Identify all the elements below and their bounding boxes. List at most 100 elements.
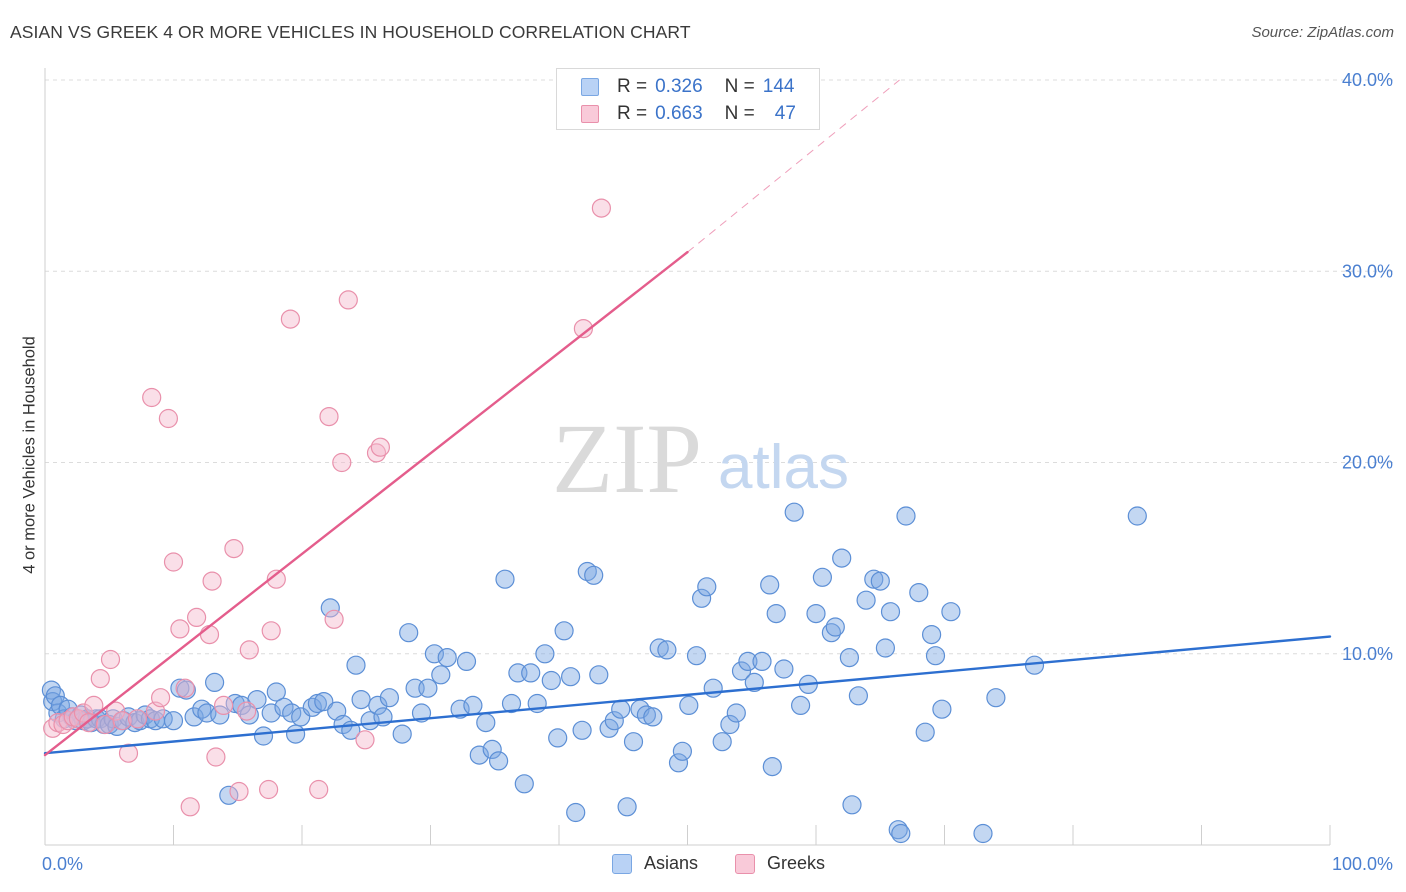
point-greeks <box>591 198 612 218</box>
point-asians <box>476 712 496 733</box>
point-asians <box>691 588 712 608</box>
point-greeks <box>175 678 195 698</box>
point-greeks <box>214 695 234 716</box>
legend-n-value: 47 <box>774 103 796 124</box>
point-asians <box>286 724 306 744</box>
point-greeks <box>112 711 132 731</box>
point-greeks <box>206 747 226 767</box>
point-asians <box>703 678 723 698</box>
point-asians <box>712 732 732 752</box>
axes <box>44 68 1331 846</box>
point-asians <box>848 686 869 706</box>
point-asians <box>572 720 592 740</box>
point-asians <box>482 739 502 760</box>
point-asians <box>875 638 896 658</box>
point-greeks <box>100 649 121 670</box>
point-asians <box>210 705 230 725</box>
y-tick-label: 30.0% <box>1342 261 1393 281</box>
point-greeks <box>259 779 279 800</box>
point-greeks <box>127 709 148 729</box>
trendline-extension-greeks <box>687 79 900 253</box>
point-asians <box>584 565 604 585</box>
point-asians <box>825 617 845 637</box>
y-tick-label: 10.0% <box>1342 644 1393 664</box>
point-asians <box>351 689 371 710</box>
point-asians <box>463 695 483 716</box>
point-greeks <box>151 688 171 708</box>
point-asians <box>554 621 574 641</box>
point-asians <box>623 732 644 752</box>
point-asians <box>738 651 758 672</box>
point-asians <box>431 665 451 685</box>
point-greeks <box>170 619 190 639</box>
point-asians <box>253 726 274 746</box>
point-greeks <box>239 640 259 660</box>
point-greeks <box>224 538 244 559</box>
point-asians <box>812 567 833 587</box>
point-asians <box>205 672 225 693</box>
tick-labels: 10.0% 20.0% 30.0% 40.0% 0.0% 100.0% <box>42 70 1393 874</box>
point-asians <box>697 577 717 597</box>
bottom-legend-greeks: Greeks <box>735 853 825 874</box>
correlation-legend: R = 0.326 N = 144 R = 0.663 N = 47 <box>556 68 820 130</box>
point-asians <box>784 502 804 522</box>
point-asians <box>1024 655 1045 675</box>
point-asians <box>896 506 916 526</box>
trendline-asians <box>43 635 1332 755</box>
point-asians <box>686 646 707 666</box>
point-asians <box>668 753 689 773</box>
point-greeks <box>261 621 281 641</box>
point-asians <box>320 598 340 618</box>
point-greeks <box>202 571 222 591</box>
point-greeks <box>43 718 63 738</box>
point-asians <box>679 695 699 716</box>
point-asians <box>392 724 412 744</box>
point-asians <box>192 699 212 719</box>
point-asians <box>346 655 366 675</box>
point-asians <box>774 659 794 679</box>
point-asians <box>806 603 826 624</box>
point-asians <box>643 707 663 727</box>
point-asians <box>611 699 631 719</box>
point-greeks <box>73 703 94 723</box>
point-greeks <box>106 701 126 721</box>
point-asians <box>832 548 852 568</box>
point-asians <box>973 823 993 844</box>
point-greeks <box>332 452 352 473</box>
bottom-legend-swatch-asians <box>612 853 632 874</box>
bottom-legend-swatch-greeks <box>735 853 755 874</box>
point-asians <box>261 703 281 723</box>
legend-swatch-asians <box>581 78 599 96</box>
point-asians <box>548 728 568 748</box>
point-asians <box>880 602 901 622</box>
legend-swatch-greeks <box>581 105 599 123</box>
point-asians <box>731 661 752 681</box>
point-asians <box>870 571 890 591</box>
point-asians <box>184 707 204 727</box>
point-asians <box>891 823 911 844</box>
grid-lines <box>45 79 1395 655</box>
point-asians <box>501 693 522 714</box>
point-greeks <box>280 309 300 329</box>
point-asians <box>437 647 457 668</box>
point-greeks <box>338 290 358 310</box>
point-asians <box>915 722 935 742</box>
point-asians <box>790 695 811 716</box>
point-asians <box>657 640 677 660</box>
point-asians <box>839 647 860 668</box>
point-asians <box>941 602 961 622</box>
point-asians <box>399 623 419 643</box>
point-asians <box>909 582 929 603</box>
point-asians <box>672 741 693 761</box>
point-asians <box>864 569 884 589</box>
point-greeks <box>237 701 257 721</box>
trend-lines <box>43 79 1332 757</box>
point-asians <box>489 751 509 771</box>
point-greeks <box>199 624 220 645</box>
legend-r-value: 0.663 <box>655 103 703 124</box>
point-asians <box>932 699 952 719</box>
point-greeks <box>266 569 286 589</box>
legend-r-label: R = <box>617 103 648 124</box>
legend-n-label: N = <box>724 76 755 97</box>
